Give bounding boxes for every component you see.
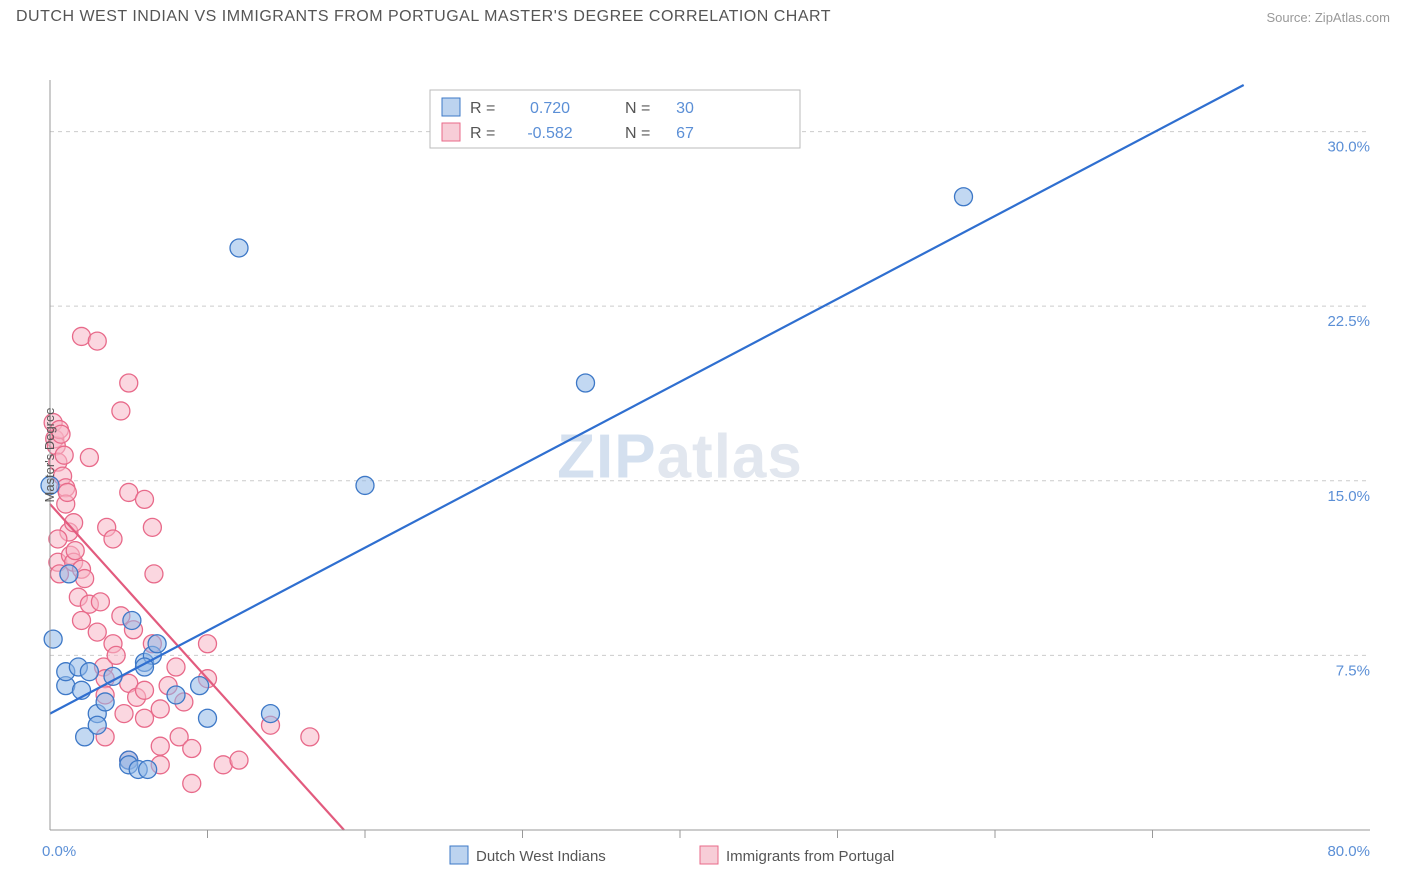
data-point-pink xyxy=(58,483,76,501)
data-point-pink xyxy=(183,774,201,792)
data-point-blue xyxy=(123,611,141,629)
data-point-pink xyxy=(104,530,122,548)
legend-r-value-blue: 0.720 xyxy=(530,100,570,117)
legend-swatch-pink xyxy=(700,846,718,864)
data-point-pink xyxy=(88,332,106,350)
data-point-pink xyxy=(136,709,154,727)
data-point-pink xyxy=(301,728,319,746)
data-point-pink xyxy=(136,490,154,508)
data-point-blue xyxy=(96,693,114,711)
data-point-blue xyxy=(148,635,166,653)
legend-n-value-pink: 67 xyxy=(676,125,694,142)
data-point-blue xyxy=(199,709,217,727)
data-point-pink xyxy=(120,374,138,392)
data-point-pink xyxy=(167,658,185,676)
legend-n-label: N = xyxy=(625,125,650,142)
y-tick-label: 7.5% xyxy=(1336,662,1370,679)
data-point-blue xyxy=(60,565,78,583)
x-axis-max-label: 80.0% xyxy=(1327,843,1370,860)
data-point-pink xyxy=(112,402,130,420)
data-point-pink xyxy=(143,518,161,536)
data-point-blue xyxy=(167,686,185,704)
chart-svg: 7.5% 15.0% 22.5% 30.0% ZIPatlas 0.0% 80.0% R = 0… xyxy=(0,30,1406,880)
data-point-blue xyxy=(955,188,973,206)
regression-line-blue xyxy=(50,85,1244,714)
data-point-blue xyxy=(44,630,62,648)
legend-r-label: R = xyxy=(470,125,495,142)
data-point-pink xyxy=(183,740,201,758)
data-point-pink xyxy=(49,530,67,548)
data-point-blue xyxy=(191,677,209,695)
y-tick-label: 30.0% xyxy=(1327,139,1370,156)
data-point-blue xyxy=(262,705,280,723)
data-point-blue xyxy=(577,374,595,392)
data-point-pink xyxy=(115,705,133,723)
data-point-pink xyxy=(151,737,169,755)
data-point-pink xyxy=(107,646,125,664)
data-point-pink xyxy=(145,565,163,583)
x-axis-min-label: 0.0% xyxy=(42,843,76,860)
data-point-blue xyxy=(139,760,157,778)
data-point-pink xyxy=(73,611,91,629)
legend-swatch-blue xyxy=(450,846,468,864)
legend-swatch-pink xyxy=(442,123,460,141)
data-point-pink xyxy=(151,700,169,718)
y-tick-label: 15.0% xyxy=(1327,488,1370,505)
data-point-blue xyxy=(356,476,374,494)
legend-r-label: R = xyxy=(470,100,495,117)
data-point-blue xyxy=(80,663,98,681)
data-point-pink xyxy=(91,593,109,611)
legend-n-value-blue: 30 xyxy=(676,100,694,117)
page-title: DUTCH WEST INDIAN VS IMMIGRANTS FROM POR… xyxy=(16,8,831,26)
legend-n-label: N = xyxy=(625,100,650,117)
source-link[interactable]: ZipAtlas.com xyxy=(1315,10,1390,25)
watermark: ZIPatlas xyxy=(557,423,803,492)
legend-series-pink: Immigrants from Portugal xyxy=(726,848,894,865)
data-point-pink xyxy=(199,635,217,653)
data-point-pink xyxy=(55,446,73,464)
data-point-pink xyxy=(66,542,84,560)
data-point-blue xyxy=(230,239,248,257)
source-attribution: Source: ZipAtlas.com xyxy=(1266,10,1390,25)
data-point-pink xyxy=(88,623,106,641)
y-tick-label: 22.5% xyxy=(1327,313,1370,330)
data-point-blue xyxy=(88,716,106,734)
legend-series-blue: Dutch West Indians xyxy=(476,848,606,865)
data-point-pink xyxy=(230,751,248,769)
data-point-pink xyxy=(136,681,154,699)
legend-r-value-pink: -0.582 xyxy=(527,125,572,142)
legend-swatch-blue xyxy=(442,98,460,116)
correlation-chart: Master's Degree 7.5% 15.0% 22.5% 30.0% ZIPat… xyxy=(0,30,1406,880)
data-point-pink xyxy=(80,449,98,467)
y-axis-label: Master's Degree xyxy=(42,408,57,503)
